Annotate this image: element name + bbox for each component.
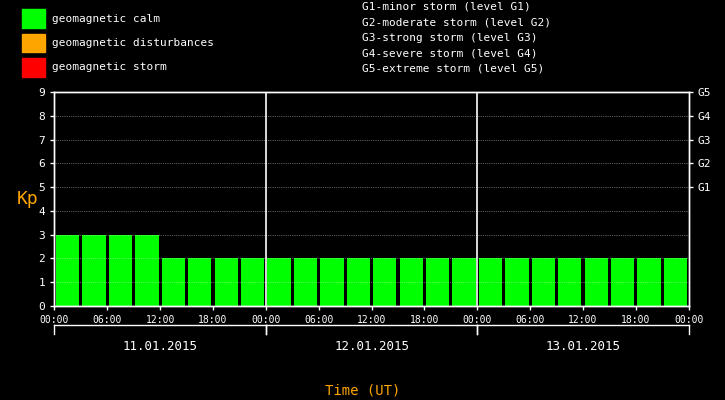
- Bar: [136, 235, 159, 306]
- Text: 13.01.2015: 13.01.2015: [545, 340, 621, 353]
- Bar: [162, 258, 185, 306]
- Bar: [347, 258, 370, 306]
- Y-axis label: Kp: Kp: [17, 190, 38, 208]
- Bar: [215, 258, 238, 306]
- Bar: [584, 258, 608, 306]
- Text: geomagnetic calm: geomagnetic calm: [52, 14, 160, 24]
- Text: geomagnetic storm: geomagnetic storm: [52, 62, 167, 72]
- Bar: [268, 258, 291, 306]
- Bar: [611, 258, 634, 306]
- Text: G3-strong storm (level G3): G3-strong storm (level G3): [362, 33, 538, 43]
- Bar: [22, 10, 45, 28]
- Text: 11.01.2015: 11.01.2015: [123, 340, 198, 353]
- Bar: [664, 258, 687, 306]
- Bar: [479, 258, 502, 306]
- Bar: [531, 258, 555, 306]
- Bar: [558, 258, 581, 306]
- Text: G5-extreme storm (level G5): G5-extreme storm (level G5): [362, 64, 544, 74]
- Bar: [241, 258, 264, 306]
- Bar: [320, 258, 344, 306]
- Bar: [505, 258, 529, 306]
- Text: 12.01.2015: 12.01.2015: [334, 340, 409, 353]
- Text: G2-moderate storm (level G2): G2-moderate storm (level G2): [362, 17, 552, 27]
- Bar: [56, 235, 79, 306]
- Bar: [188, 258, 212, 306]
- Text: geomagnetic disturbances: geomagnetic disturbances: [52, 38, 214, 48]
- Bar: [426, 258, 450, 306]
- Text: Time (UT): Time (UT): [325, 383, 400, 397]
- Bar: [452, 258, 476, 306]
- Bar: [294, 258, 317, 306]
- Bar: [109, 235, 132, 306]
- Bar: [83, 235, 106, 306]
- Text: G1-minor storm (level G1): G1-minor storm (level G1): [362, 2, 531, 12]
- Bar: [373, 258, 397, 306]
- Bar: [637, 258, 660, 306]
- Text: G4-severe storm (level G4): G4-severe storm (level G4): [362, 48, 538, 58]
- Bar: [399, 258, 423, 306]
- Bar: [22, 58, 45, 76]
- Bar: [22, 34, 45, 52]
